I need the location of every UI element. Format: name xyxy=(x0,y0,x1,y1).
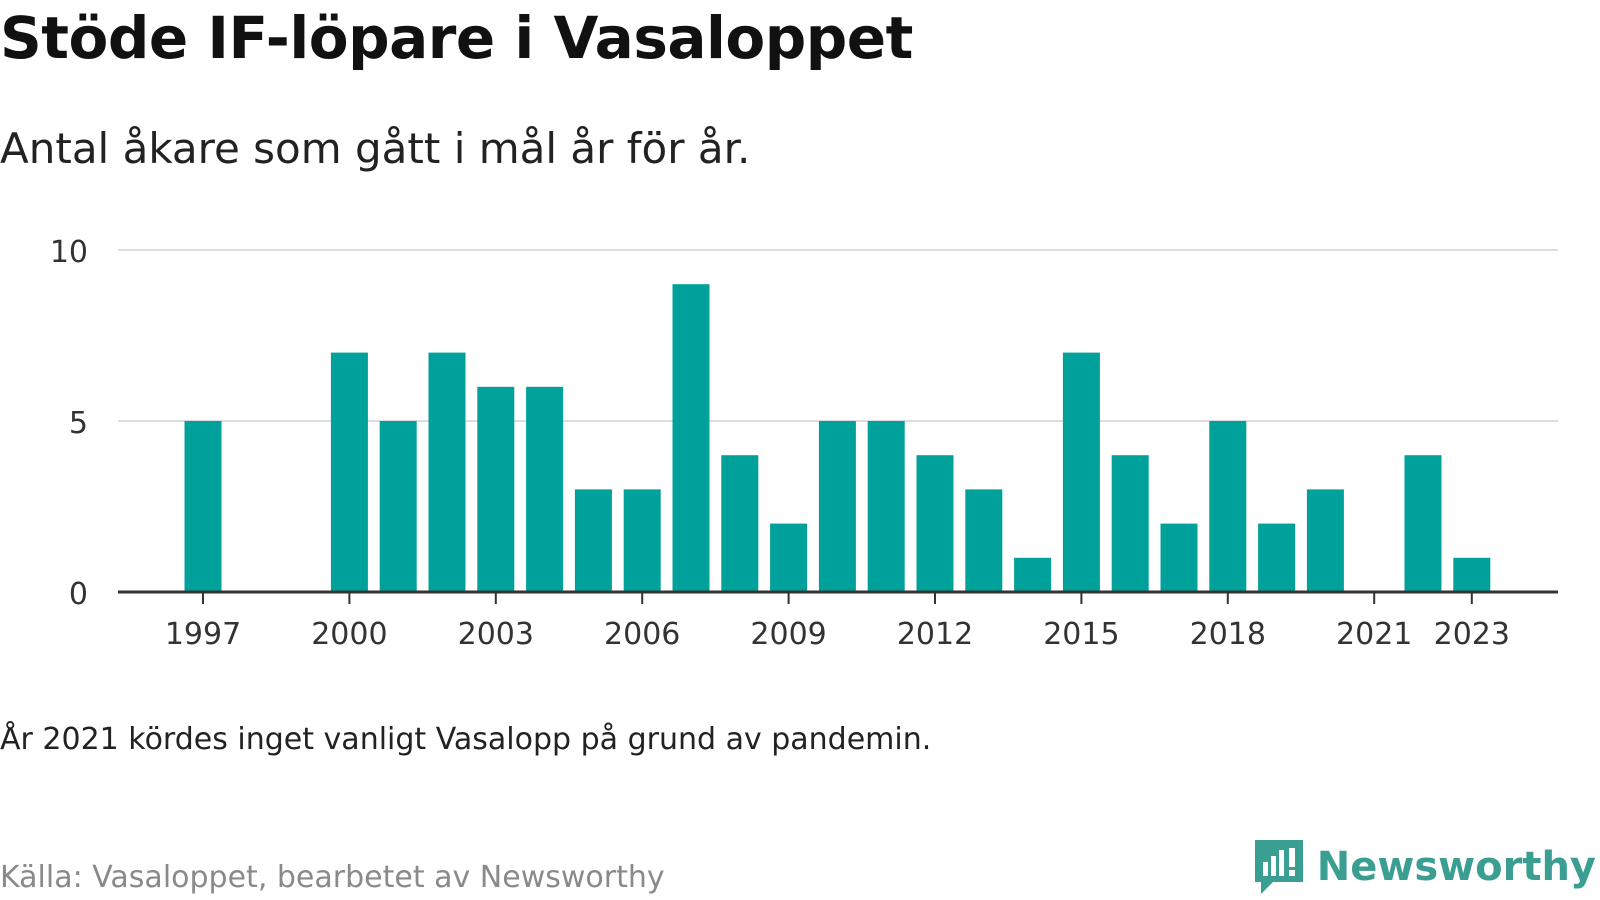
x-tick-label: 2000 xyxy=(311,617,387,652)
source-credit: Källa: Vasaloppet, bearbetet av Newswort… xyxy=(0,860,665,895)
bar xyxy=(574,489,612,592)
x-tick-label: 2012 xyxy=(897,617,973,652)
x-tick-label: 2003 xyxy=(458,617,534,652)
bar-chart: 0 5 10 1997 2000 2003 2006 2009 2012 2015 2018 2021… xyxy=(50,235,1558,652)
bar xyxy=(1306,489,1344,592)
x-tick-label: 2023 xyxy=(1434,617,1510,652)
y-tick-label: 5 xyxy=(69,406,88,441)
bar xyxy=(1453,557,1491,592)
bar xyxy=(867,421,905,592)
bar xyxy=(428,352,466,592)
x-tick-label: 2006 xyxy=(604,617,680,652)
newsworthy-logo-icon xyxy=(1254,840,1303,894)
bar xyxy=(1062,352,1100,592)
bar xyxy=(770,523,808,592)
bar xyxy=(1258,523,1296,592)
bar xyxy=(818,421,856,592)
bar xyxy=(1111,455,1149,592)
bar xyxy=(965,489,1003,592)
x-tick-label: 2015 xyxy=(1043,617,1119,652)
bar xyxy=(379,421,417,592)
bar xyxy=(477,386,515,592)
brand-name: Newsworthy xyxy=(1316,844,1596,890)
bar xyxy=(1160,523,1198,592)
bar xyxy=(623,489,661,592)
y-tick-label: 10 xyxy=(50,235,88,270)
bar xyxy=(1404,455,1442,592)
bar xyxy=(1014,557,1052,592)
x-tick-label: 2021 xyxy=(1336,617,1412,652)
bar xyxy=(330,352,368,592)
bar xyxy=(916,455,954,592)
x-tick-label: 2009 xyxy=(750,617,826,652)
x-tick-label: 1997 xyxy=(165,617,241,652)
bar xyxy=(721,455,759,592)
chart-note: År 2021 kördes inget vanligt Vasalopp på… xyxy=(0,722,932,757)
bar xyxy=(1209,421,1247,592)
y-tick-label: 0 xyxy=(69,577,88,612)
chart-title: Stöde IF-löpare i Vasaloppet xyxy=(0,4,913,72)
brand-logo: Newsworthy xyxy=(1253,838,1596,896)
x-tick-label: 2018 xyxy=(1190,617,1266,652)
bar xyxy=(184,421,222,592)
bar xyxy=(672,284,710,592)
chart-subtitle: Antal åkare som gått i mål år för år. xyxy=(0,124,751,173)
bar xyxy=(526,386,564,592)
